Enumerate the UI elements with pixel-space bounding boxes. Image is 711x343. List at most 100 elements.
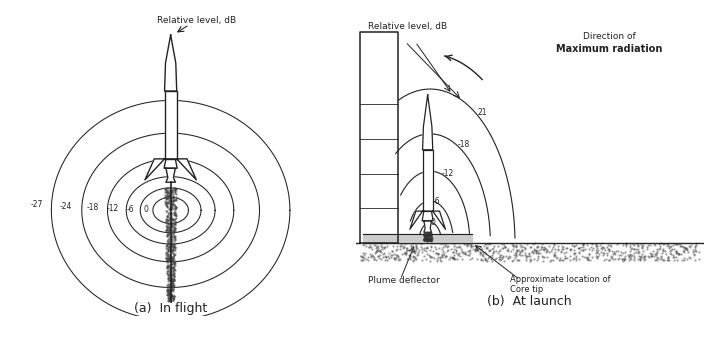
Point xyxy=(169,256,180,262)
Point xyxy=(567,242,578,248)
Point xyxy=(591,241,602,247)
Point xyxy=(166,261,178,267)
Point xyxy=(358,250,369,255)
Point xyxy=(171,186,182,191)
Point xyxy=(164,207,176,213)
Point xyxy=(168,282,179,287)
Point xyxy=(169,209,181,214)
Point xyxy=(166,255,178,261)
Point xyxy=(587,245,599,251)
Point xyxy=(167,246,178,251)
Point xyxy=(619,249,631,255)
Point xyxy=(586,254,597,260)
Point xyxy=(606,248,618,254)
Point xyxy=(367,253,378,258)
Point xyxy=(474,250,486,255)
Point xyxy=(628,246,639,252)
Point xyxy=(678,248,689,254)
Point xyxy=(458,251,469,256)
Point xyxy=(668,254,680,260)
Point xyxy=(548,253,560,259)
Point xyxy=(607,251,619,257)
Point xyxy=(673,251,685,256)
Point xyxy=(165,219,176,225)
Point xyxy=(641,246,652,251)
Point xyxy=(421,230,432,235)
Point xyxy=(645,253,656,259)
Point xyxy=(401,247,412,253)
Point xyxy=(161,187,172,192)
Point xyxy=(370,249,381,255)
Point xyxy=(370,245,381,251)
Point xyxy=(467,244,479,249)
Point xyxy=(446,246,457,251)
Text: Relative level, dB: Relative level, dB xyxy=(368,22,447,31)
Point xyxy=(164,295,176,300)
Point xyxy=(538,247,550,252)
Point xyxy=(163,227,174,232)
Point xyxy=(657,250,668,256)
Point xyxy=(164,267,176,272)
Point xyxy=(480,241,491,247)
Point xyxy=(367,253,378,259)
Point xyxy=(166,204,178,210)
Point xyxy=(169,197,180,203)
Point xyxy=(164,266,176,271)
Point xyxy=(170,213,181,218)
Point xyxy=(495,256,506,262)
Point xyxy=(165,266,176,272)
Point xyxy=(405,256,416,261)
Point xyxy=(531,248,542,253)
Point xyxy=(570,250,581,256)
Point xyxy=(480,257,491,262)
Point xyxy=(161,265,172,270)
Point xyxy=(161,233,173,239)
Point xyxy=(411,244,422,249)
Point xyxy=(167,270,178,275)
Point xyxy=(168,265,179,270)
Point xyxy=(454,253,466,259)
Point xyxy=(390,254,402,259)
Point xyxy=(424,237,435,243)
Point xyxy=(419,230,431,235)
Point xyxy=(519,245,530,250)
Point xyxy=(165,198,176,203)
Point xyxy=(536,253,547,259)
Point xyxy=(170,212,181,217)
Point xyxy=(440,242,451,248)
Point xyxy=(469,248,481,253)
Point xyxy=(532,251,543,256)
Point xyxy=(560,249,572,254)
Point xyxy=(632,243,643,248)
Point xyxy=(164,257,175,262)
Point xyxy=(164,289,176,294)
Point xyxy=(168,250,179,256)
Point xyxy=(415,244,427,249)
Point xyxy=(471,247,483,253)
Point xyxy=(636,252,648,257)
Point xyxy=(165,264,176,270)
Point xyxy=(448,249,459,255)
Point xyxy=(564,258,575,263)
Point xyxy=(418,233,429,238)
Point xyxy=(169,260,180,266)
Point xyxy=(516,248,528,253)
Point xyxy=(411,252,422,258)
Point xyxy=(161,214,172,219)
Point xyxy=(673,250,684,256)
Point xyxy=(672,251,683,256)
Point xyxy=(513,248,525,253)
Point xyxy=(410,256,421,262)
Point xyxy=(584,251,595,256)
Point xyxy=(161,232,172,237)
Point xyxy=(160,219,171,225)
Point xyxy=(425,244,437,249)
Point xyxy=(663,254,674,259)
Point xyxy=(423,234,434,240)
Point xyxy=(161,243,172,248)
Point xyxy=(166,257,177,263)
Point xyxy=(412,249,424,255)
Point xyxy=(686,242,697,248)
Point xyxy=(166,189,178,195)
Point xyxy=(161,214,173,219)
